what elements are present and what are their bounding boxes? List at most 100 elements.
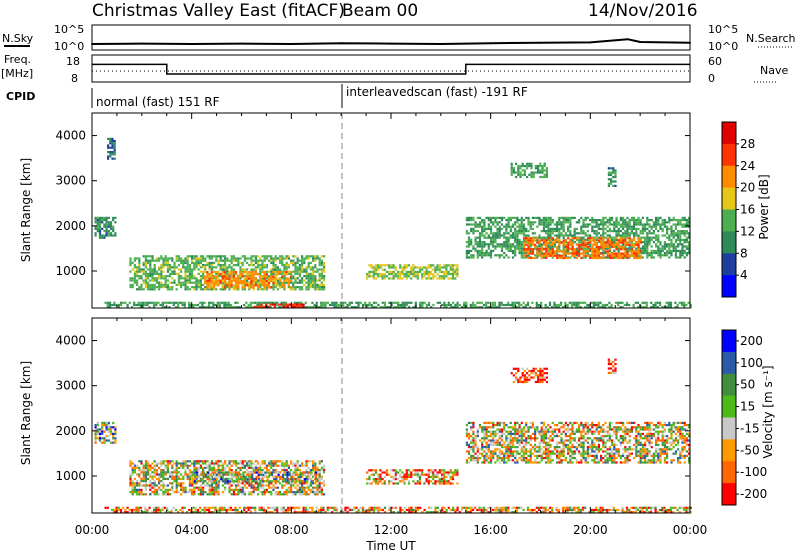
power-cell [600,243,603,246]
power-cell [659,241,662,244]
power-cell [589,256,592,260]
power-cell [600,234,603,237]
power-cell [562,227,565,230]
power-cell [602,245,605,249]
power-cell [551,306,554,309]
colorbar-segment [722,275,736,298]
power-cell [267,301,270,304]
power-cell [485,216,488,219]
power-cell [133,301,136,304]
power-cell [214,303,217,307]
power-cell [342,303,345,307]
power-cell [496,243,499,246]
power-cell [532,173,535,176]
velocity-cell [211,478,214,481]
velocity-cell [262,475,265,479]
power-cell [290,277,293,280]
power-cell [157,301,160,304]
power-cell [578,252,581,255]
velocity-cell [323,482,326,485]
power-cell [465,254,468,257]
velocity-cell [262,473,265,476]
velocity-cell [237,462,240,465]
power-cell [112,219,115,222]
power-cell [202,272,205,275]
power-cell [652,306,655,309]
power-cell [680,303,684,307]
power-cell [456,273,459,276]
power-cell [226,257,229,260]
power-cell [661,249,664,252]
velocity-cell [103,424,106,427]
power-cell [597,223,600,226]
velocity-cell [224,462,227,465]
power-cell [213,277,216,280]
velocity-cell [153,491,156,494]
power-cell [305,286,308,289]
power-cell [274,257,277,260]
power-cell [204,275,207,278]
power-cell [612,184,615,187]
velocity-cell [290,491,293,494]
power-cell [133,279,136,282]
power-cell [619,248,623,251]
power-cell [481,225,484,228]
power-cell [669,301,673,304]
power-cell [333,306,336,309]
power-cell [525,239,528,242]
power-cell [412,273,415,276]
power-cell [284,305,287,308]
power-cell [611,243,614,246]
power-cell [281,275,284,278]
power-cell [573,256,576,259]
power-cell [186,259,189,262]
power-cell [487,223,490,226]
power-cell [637,216,640,219]
power-cell [177,255,180,258]
power-cell [562,247,565,250]
velocity-cell [265,488,268,491]
power-cell [467,256,471,259]
power-cell [591,243,594,246]
power-cell [481,252,484,255]
power-cell [681,219,684,222]
velocity-cell [206,482,209,485]
velocity-cell [235,464,238,467]
power-cell [523,254,526,257]
power-cell [564,239,568,242]
velocity-cell [162,475,165,478]
velocity-cell [199,493,202,496]
power-cell [525,234,528,237]
velocity-cell [314,480,318,483]
velocity-cell [250,460,253,463]
power-cell [635,223,638,226]
power-cell [223,301,226,304]
velocity-cell [117,508,120,512]
power-cell [399,277,402,280]
power-cell [518,249,521,252]
velocity-cell [162,460,165,463]
power-cell [191,257,194,260]
power-cell [164,283,167,286]
power-cell [243,283,246,286]
power-cell [681,238,684,241]
velocity-cell [312,491,315,494]
power-cell [274,279,277,282]
velocity-cell [202,460,205,463]
power-cell [633,252,636,255]
power-cell [467,219,471,222]
velocity-cell [138,466,141,469]
velocity-cell [151,486,154,489]
velocity-cell [298,464,301,467]
power-cell [146,301,149,304]
power-cell [597,248,601,251]
power-cell [279,259,282,262]
power-cell [237,259,240,262]
power-cell [281,286,284,289]
power-cell [481,243,484,246]
power-cell [177,306,180,309]
velocity-cell [133,471,136,474]
power-cell [217,277,220,280]
power-cell [456,266,459,269]
power-cell [657,223,660,226]
